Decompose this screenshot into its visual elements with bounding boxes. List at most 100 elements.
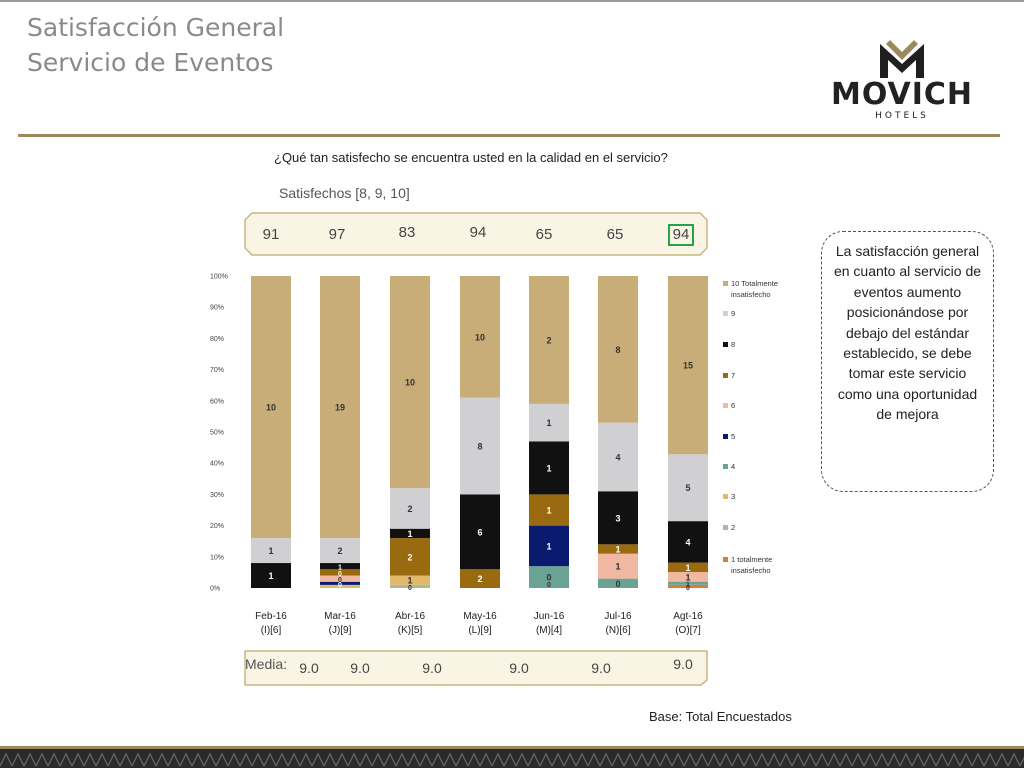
bar-segment (460, 276, 500, 398)
y-tick-label: 40% (210, 461, 224, 468)
footer-chevron-icon (719, 752, 733, 767)
footer-chevron-icon (1019, 756, 1024, 767)
legend-label: 8 (731, 340, 735, 349)
y-tick-label: 80% (210, 336, 224, 343)
footer-chevron-icon (299, 752, 313, 767)
data-label: 1 (546, 541, 551, 551)
footer-chevron-icon (815, 752, 829, 767)
satisfied-value: 91 (262, 226, 280, 243)
data-label: 1 (407, 576, 412, 586)
footer-chevron-icon (443, 752, 457, 767)
y-tick-label: 90% (210, 305, 224, 312)
legend-swatch (723, 403, 728, 408)
bar-segment (529, 441, 569, 495)
footer-chevron-icon (947, 752, 961, 767)
satisfied-value: 94 (672, 226, 690, 243)
footer-chevron-icon (599, 752, 613, 767)
legend-label: 4 (731, 462, 735, 471)
media-value: 9.0 (422, 660, 442, 676)
x-category-label: Feb-16 (I)[6] (255, 611, 287, 636)
footer-chevron-icon (503, 752, 517, 767)
footer-chevron-icon (911, 752, 925, 767)
footer-chevron-icon (839, 752, 853, 767)
survey-question: ¿Qué tan satisfecho se encuentra usted e… (274, 150, 668, 165)
footer-chevron-icon (527, 752, 541, 767)
data-label: 19 (335, 403, 345, 413)
data-label: 0 (338, 577, 342, 584)
footer-chevron-icon (455, 752, 469, 767)
bar-segment (529, 276, 569, 404)
page-title: Satisfacción General Servicio de Eventos (27, 10, 284, 80)
bar-segment (529, 566, 569, 588)
footer-chevron-icon (887, 752, 901, 767)
footer-chevron-icon (899, 752, 913, 767)
bar-segment (251, 276, 291, 539)
legend-swatch (723, 434, 728, 439)
data-label: 1 (686, 582, 690, 589)
footer-chevron-icon (107, 752, 121, 767)
footer-chevron-icon (587, 752, 601, 767)
footer-chevron-icon (11, 752, 25, 767)
footer-chevron-icon (419, 752, 433, 767)
data-label: 1 (338, 565, 342, 572)
footer-chevron-icon (311, 752, 325, 767)
legend-swatch (723, 342, 728, 347)
satisfied-highlight (668, 224, 694, 246)
y-tick-label: 30% (210, 492, 224, 499)
footer-chevron-icon (611, 752, 625, 767)
footer-chevron-icon (875, 752, 889, 767)
footer-chevron-icon (803, 752, 817, 767)
data-label: 15 (683, 361, 693, 371)
data-label: 1 (685, 572, 690, 582)
media-value: 9.0 (509, 660, 529, 676)
footer-chevron-icon (431, 752, 445, 767)
footer-chevron-icon (95, 752, 109, 767)
bar-segment (320, 569, 360, 576)
data-label: 4 (685, 537, 690, 547)
legend-swatch (723, 281, 728, 286)
media-value: 9.0 (673, 656, 693, 672)
header-divider (18, 134, 1000, 137)
satisfied-value: 65 (606, 226, 624, 243)
footer-chevron-icon (659, 752, 673, 767)
data-label: 1 (546, 506, 551, 516)
legend-swatch (723, 311, 728, 316)
data-label: 1 (546, 463, 551, 473)
data-label: 3 (615, 513, 620, 523)
data-label: 0 (615, 579, 620, 589)
data-label: 6 (477, 527, 482, 537)
bar-segment (251, 538, 291, 564)
x-category-label: Mar-16 (J)[9] (324, 611, 356, 636)
footer-chevron-icon (551, 752, 565, 767)
title-line-1: Satisfacción General (27, 13, 285, 42)
bar-segment (668, 581, 708, 585)
data-label: 1 (685, 563, 690, 573)
legend-label: 5 (731, 432, 735, 441)
data-label: 1 (407, 529, 412, 539)
x-category-label: Jul-16 (N)[6] (604, 611, 632, 636)
footer-chevron-icon (191, 752, 205, 767)
footer-chevron-icon (323, 752, 337, 767)
footer-chevron-icon (239, 752, 253, 767)
data-label: 5 (685, 483, 690, 493)
data-label: 0 (547, 582, 551, 589)
bar-segment (598, 553, 638, 579)
bar-segment (320, 584, 360, 588)
data-label: 0 (686, 585, 690, 592)
bar-segment (460, 569, 500, 588)
bar-segment (460, 494, 500, 570)
title-line-2: Servicio de Eventos (27, 48, 274, 77)
data-label: 10 (266, 403, 276, 413)
legend-label: 1 totalmente insatisfecho (731, 555, 772, 575)
legend-label: 3 (731, 492, 735, 501)
footer-chevron-icon (263, 752, 277, 767)
data-label: 8 (477, 442, 482, 452)
satisfied-value: 97 (328, 226, 346, 243)
data-label: 8 (615, 345, 620, 355)
satisfied-label: Satisfechos [8, 9, 10] (279, 185, 410, 201)
footer-chevron-icon (791, 752, 805, 767)
legend-swatch (723, 557, 728, 562)
footer-chevron-icon (143, 752, 157, 767)
footer-chevron-icon (539, 752, 553, 767)
